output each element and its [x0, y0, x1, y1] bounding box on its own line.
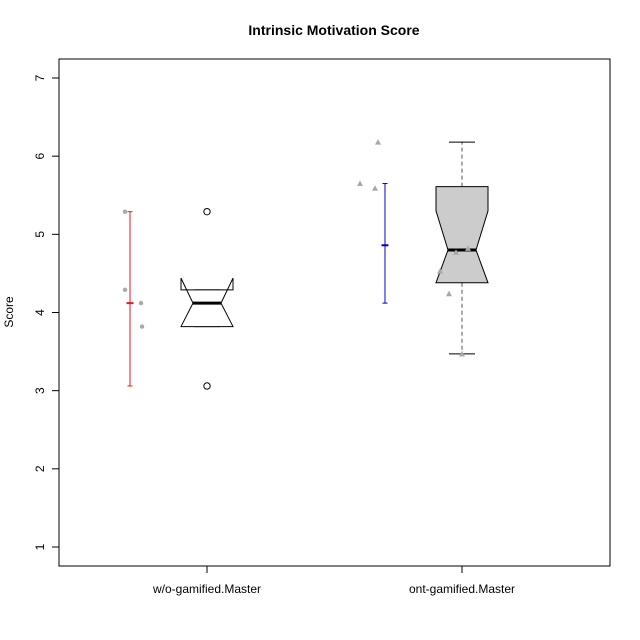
- y-axis: 1 2 3 4 5 6 7: [33, 74, 60, 550]
- outlier-point: [203, 207, 211, 216]
- jitter-point: [375, 139, 381, 145]
- x-tick-label: ont-gamified.Master: [409, 582, 515, 596]
- y-tick-label: 7: [33, 74, 47, 81]
- y-axis-label: Score: [2, 296, 16, 328]
- jitter-point: [437, 268, 443, 274]
- outlier-point: [203, 382, 211, 390]
- jitter-point: [122, 209, 128, 214]
- jitter-point: [357, 180, 363, 187]
- jitter-point: [453, 249, 459, 255]
- y-tick-label: 2: [33, 465, 47, 472]
- chart-marks: [122, 139, 489, 390]
- y-tick-label: 5: [33, 231, 47, 238]
- jitter-point: [465, 245, 471, 251]
- jitter-point: [459, 350, 465, 357]
- plot-area-frame: [58, 58, 611, 567]
- y-tick-label: 4: [33, 309, 47, 316]
- notched-box: [435, 186, 489, 284]
- y-tick-label: 1: [33, 543, 47, 550]
- x-axis: w/o-gamified.Master ont-gamified.Master: [152, 565, 515, 596]
- jitter-point: [372, 185, 378, 191]
- jitter-point: [122, 287, 128, 293]
- chart-title: Intrinsic Motivation Score: [248, 22, 419, 38]
- jitter-point: [139, 324, 145, 329]
- jitter-point: [138, 300, 144, 306]
- jitter-point: [446, 290, 452, 297]
- x-tick-label: w/o-gamified.Master: [152, 582, 261, 596]
- y-tick-label: 6: [33, 153, 47, 160]
- y-tick-label: 3: [33, 387, 47, 394]
